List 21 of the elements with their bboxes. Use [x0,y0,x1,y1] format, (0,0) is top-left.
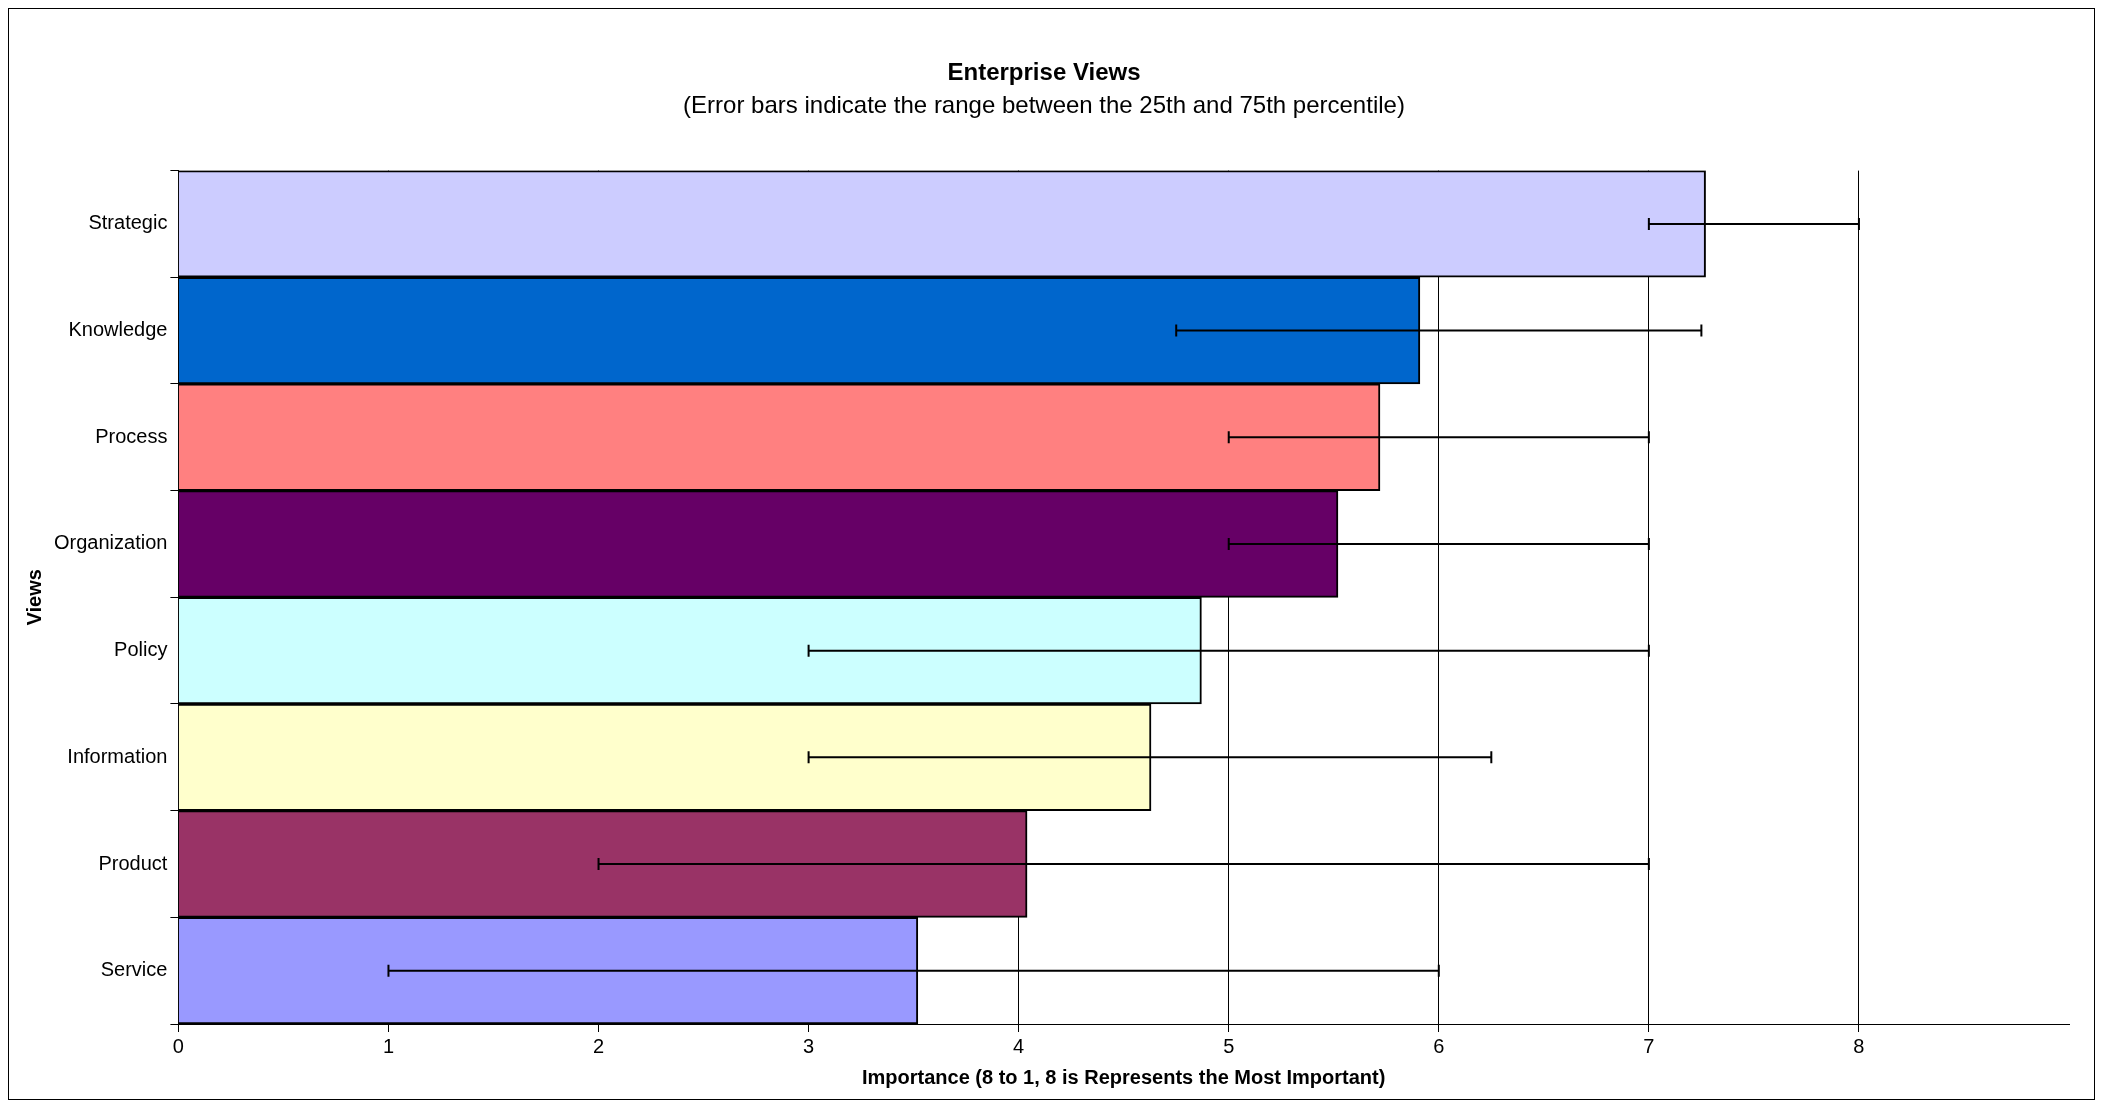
x-tick-label: 0 [172,1034,184,1057]
y-tick-label: Organization [53,531,168,554]
x-tick-label: 2 [592,1034,605,1057]
x-tick-label: 6 [1433,1034,1445,1057]
x-tick-label: 5 [1223,1034,1235,1057]
y-tick-label: Knowledge [68,318,168,341]
x-tick-label: 1 [382,1034,395,1057]
x-tick-label: 8 [1853,1034,1865,1057]
x-tick-label: 4 [1013,1034,1025,1057]
x-axis-title: Importance (8 to 1, 8 is Represents the Most Important) [861,1065,1386,1088]
y-tick-label: Process [95,424,168,447]
y-tick-label: Information [67,744,168,767]
y-tick-label: Product [98,851,168,874]
chart-title: Enterprise Views [947,58,1141,86]
chart-subtitle: (Error bars indicate the range between the 25th and 75th percentile) [683,90,1405,118]
y-tick-label: Policy [114,638,168,661]
x-tick-label: 7 [1643,1034,1655,1057]
y-tick-label: Service [100,958,168,981]
y-tick-label: Strategic [88,211,168,234]
x-tick-label: 3 [803,1034,815,1057]
y-axis-title: Views [22,569,45,626]
